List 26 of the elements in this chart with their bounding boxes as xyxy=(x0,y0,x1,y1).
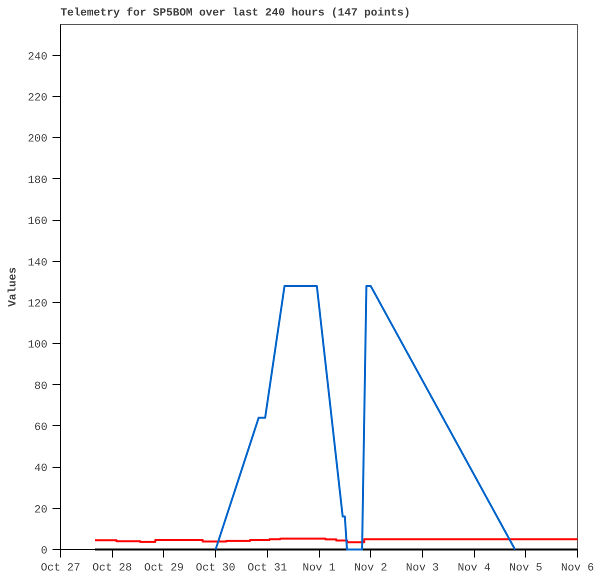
x-tick-label: Nov 3 xyxy=(406,562,439,574)
x-tick-label: Nov 2 xyxy=(354,562,388,574)
y-axis-title: Values xyxy=(8,267,20,307)
x-tick-label: Nov 4 xyxy=(458,562,491,574)
x-tick-label: Oct 29 xyxy=(144,562,184,574)
y-tick-label: 240 xyxy=(28,51,48,64)
x-tick-label: Nov 6 xyxy=(560,562,594,574)
x-tick-label: Oct 27 xyxy=(40,562,80,574)
chart-title: Telemetry for SP5BOM over last 240 hours (147 points) xyxy=(60,6,410,20)
y-tick-label: 140 xyxy=(28,257,48,270)
y-tick-label: 180 xyxy=(28,174,48,187)
y-tick-label: 20 xyxy=(34,504,48,516)
y-tick-label: 0 xyxy=(40,546,48,558)
y-tick-label: 120 xyxy=(28,298,48,310)
x-tick-label: Oct 30 xyxy=(196,562,236,574)
y-tick-label: 80 xyxy=(34,380,48,393)
y-tick-label: 60 xyxy=(34,422,48,434)
y-tick-label: 220 xyxy=(28,92,48,105)
y-tick-label: 100 xyxy=(28,340,48,352)
x-tick-label: Nov 1 xyxy=(302,562,336,574)
x-tick-label: Oct 28 xyxy=(92,562,132,574)
y-tick-label: 160 xyxy=(28,216,48,228)
y-tick-label: 40 xyxy=(34,463,48,476)
x-tick-label: Oct 31 xyxy=(247,562,288,574)
x-tick-label: Nov 5 xyxy=(509,562,542,574)
y-tick-label: 200 xyxy=(28,134,48,146)
